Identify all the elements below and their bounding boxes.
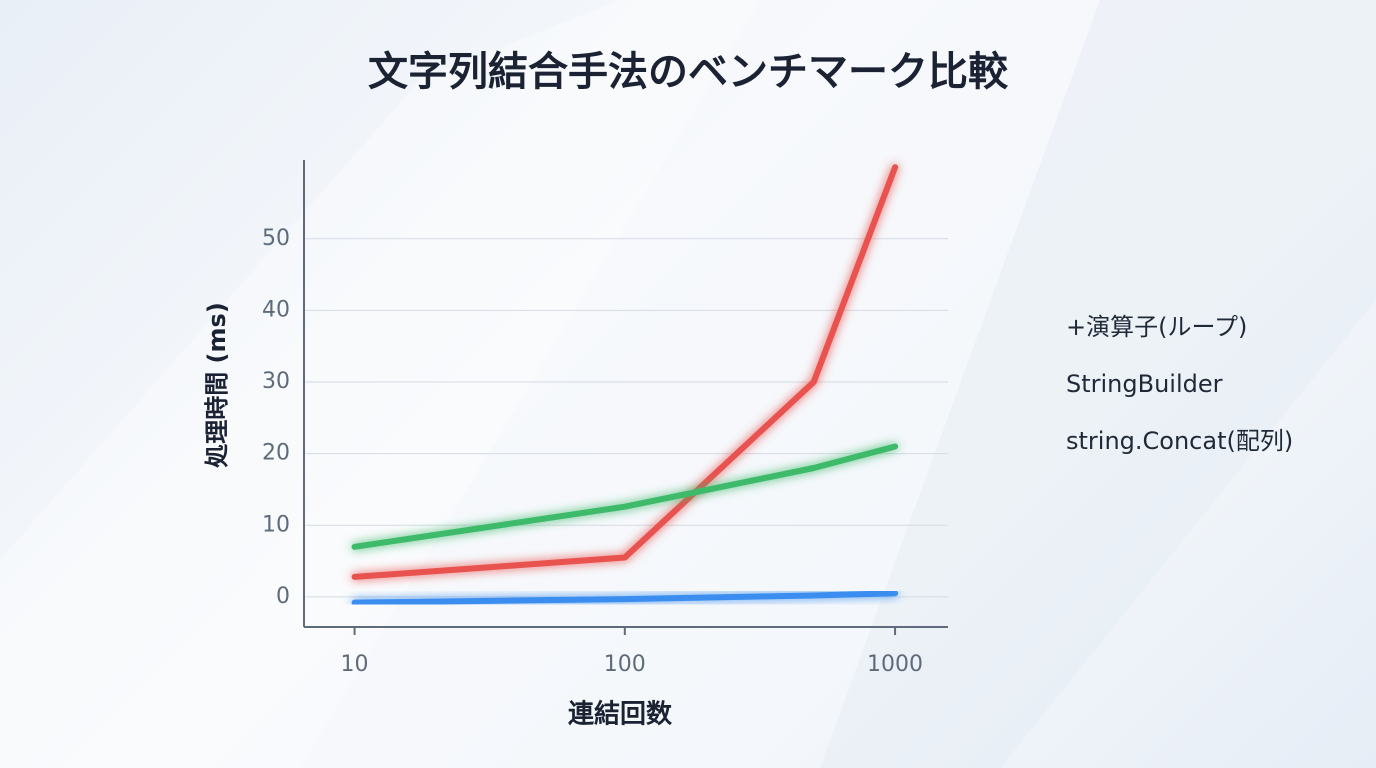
series-line: [351, 443, 899, 550]
y-axis-label: 処理時間 (ms): [203, 302, 231, 468]
y-tick-label: 0: [276, 584, 290, 609]
y-tick-label: 20: [262, 441, 290, 466]
bg-shape: [0, 0, 760, 768]
y-tick-label: 30: [262, 369, 290, 394]
series-line: [351, 164, 899, 580]
legend-label: +演算子(ループ): [1066, 313, 1247, 341]
x-tick-label: 1000: [867, 652, 923, 677]
y-tick-label: 10: [262, 512, 290, 537]
series-line: [351, 590, 899, 606]
y-tick-label: 40: [262, 297, 290, 322]
x-axis-label: 連結回数: [568, 699, 673, 730]
legend-label: string.Concat(配列): [1066, 427, 1293, 455]
x-tick-label: 100: [604, 652, 646, 677]
chart-title: 文字列結合手法のベンチマーク比較: [368, 49, 1009, 95]
x-tick-label: 10: [341, 652, 369, 677]
bg-shape: [820, 0, 1376, 768]
legend-label: StringBuilder: [1066, 370, 1223, 398]
y-tick-label: 50: [262, 226, 290, 251]
